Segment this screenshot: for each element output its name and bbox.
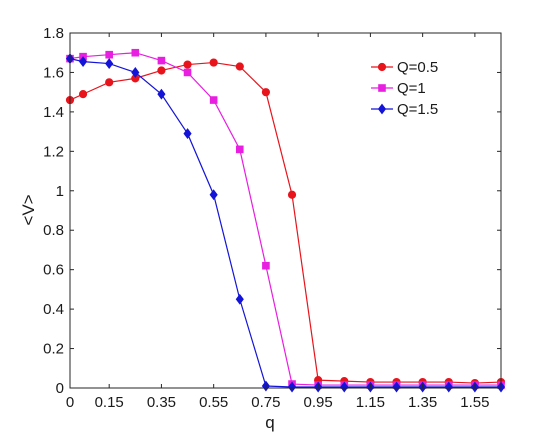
data-point xyxy=(78,56,88,68)
data-point xyxy=(131,67,140,78)
x-tick-label: 0.35 xyxy=(147,394,176,411)
data-point xyxy=(183,68,192,77)
data-point xyxy=(157,66,166,75)
y-tick-label: 0.8 xyxy=(43,222,64,239)
data-point xyxy=(444,381,453,393)
plot-frame xyxy=(69,32,502,389)
legend-label: Q=0.5 xyxy=(397,59,438,76)
legend-marker xyxy=(377,103,387,115)
legend-label: Q=1 xyxy=(397,80,426,97)
data-point xyxy=(105,50,113,59)
data-point xyxy=(183,60,192,69)
y-tick-label: 1.8 xyxy=(43,25,64,42)
data-point xyxy=(287,190,297,199)
y-tick-label: 1.6 xyxy=(43,64,64,81)
legend-marker xyxy=(377,62,387,72)
y-tick-label: 1.2 xyxy=(43,143,64,160)
x-tick-label: 0.75 xyxy=(251,394,280,411)
y-tick-label: 0.4 xyxy=(43,301,64,318)
data-point xyxy=(262,261,270,270)
y-tick-label: 1 xyxy=(56,183,64,200)
data-point xyxy=(235,145,244,154)
legend-label: Q=1.5 xyxy=(397,101,438,118)
legend-marker xyxy=(378,84,386,92)
x-axis-title: q xyxy=(265,413,274,432)
legend: Q=0.5 Q=1 Q=1.5 xyxy=(371,59,438,118)
data-point xyxy=(235,293,244,305)
y-tick-label: 0.2 xyxy=(43,341,64,358)
series-layer xyxy=(65,48,506,393)
y-tick-label: 0.6 xyxy=(43,262,64,279)
y-axis-title: <V> xyxy=(19,194,38,225)
data-point xyxy=(157,88,166,100)
legend-item: Q=1.5 xyxy=(371,101,438,118)
data-point xyxy=(340,381,349,393)
data-point xyxy=(209,96,218,104)
x-tick-label: 0 xyxy=(66,394,74,411)
x-tick-label: 1.35 xyxy=(408,394,437,411)
data-point xyxy=(235,62,244,71)
data-point xyxy=(183,128,192,140)
legend-item: Q=1 xyxy=(371,80,426,97)
x-tick-label: 1.55 xyxy=(460,394,489,411)
data-point xyxy=(131,48,140,57)
data-point xyxy=(287,381,297,393)
series-line xyxy=(69,61,502,384)
data-point xyxy=(209,189,218,201)
ticks-layer: 0 0.15 0.35 0.55 0.75 0.95 1.15 1.35 1.55 0 0.2 0.4… xyxy=(43,25,501,411)
data-point xyxy=(261,88,271,97)
plot-area xyxy=(70,33,501,388)
data-point xyxy=(157,56,166,65)
data-point xyxy=(105,58,114,70)
series-line xyxy=(69,58,501,388)
data-point xyxy=(209,58,218,67)
data-point xyxy=(392,381,401,393)
series-line xyxy=(69,52,501,386)
legend-item: Q=0.5 xyxy=(371,59,438,76)
data-point xyxy=(78,90,88,99)
x-tick-label: 0.95 xyxy=(304,394,333,411)
x-tick-label: 1.15 xyxy=(356,394,385,411)
x-tick-label: 0.15 xyxy=(95,394,124,411)
y-tick-label: 0 xyxy=(56,380,64,397)
y-tick-label: 1.4 xyxy=(43,104,64,121)
data-point xyxy=(105,78,114,87)
x-tick-label: 0.55 xyxy=(199,394,228,411)
